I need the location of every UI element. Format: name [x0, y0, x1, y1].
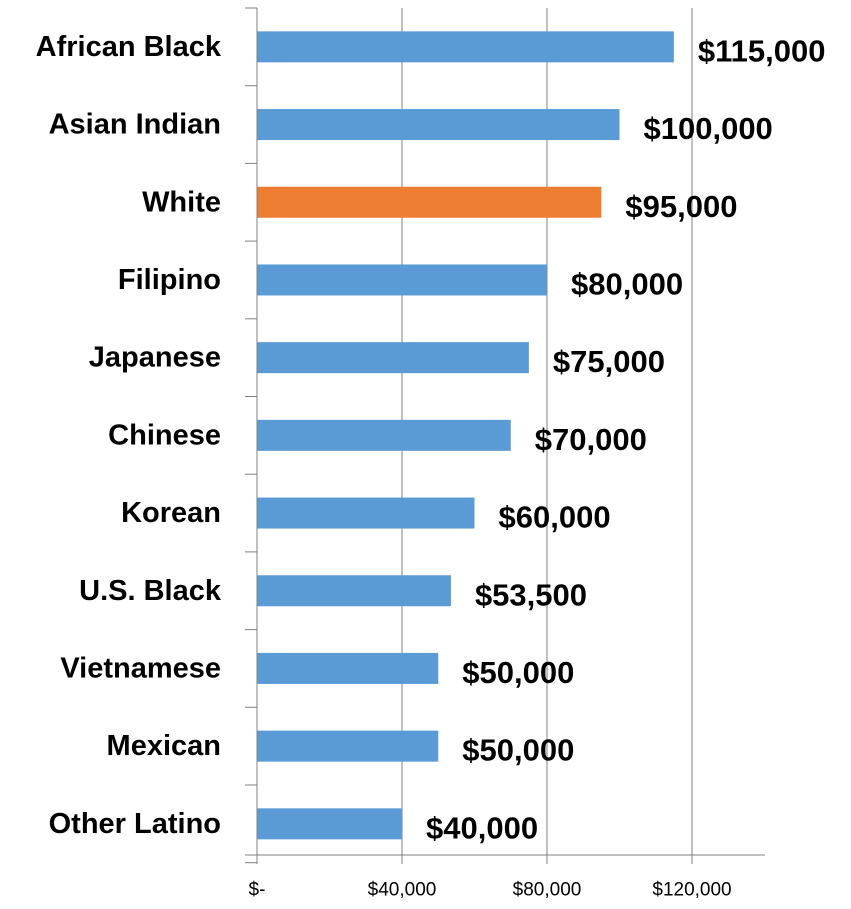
- data-label-6: $60,000: [499, 500, 611, 535]
- labels: African Black $115,000 Asian Indian $100,00…: [36, 31, 826, 845]
- bar-1: [257, 109, 620, 141]
- category-label-8: Vietnamese: [60, 652, 221, 684]
- bar-10: [257, 808, 402, 840]
- category-label-5: Chinese: [108, 419, 221, 451]
- bar-6: [257, 497, 475, 529]
- axes: $- $40,000 $80,000 $120,000: [245, 7, 765, 901]
- category-label-2: White: [142, 186, 221, 218]
- bar-7: [257, 575, 451, 607]
- bar-0: [257, 31, 674, 63]
- data-label-10: $40,000: [426, 810, 538, 845]
- category-label-3: Filipino: [118, 264, 221, 296]
- x-tick-label-1: $40,000: [368, 880, 437, 901]
- bar-4: [257, 342, 529, 374]
- data-label-9: $50,000: [462, 733, 574, 768]
- bar-2: [257, 186, 602, 218]
- bar-9: [257, 730, 439, 762]
- category-label-4: Japanese: [89, 342, 221, 374]
- data-label-0: $115,000: [698, 33, 826, 68]
- category-label-9: Mexican: [107, 730, 221, 762]
- data-label-5: $70,000: [535, 422, 647, 457]
- x-tick-label-2: $80,000: [513, 880, 582, 901]
- x-tick-label-0: $-: [249, 880, 266, 901]
- category-label-1: Asian Indian: [49, 109, 221, 141]
- category-label-7: U.S. Black: [79, 575, 222, 607]
- bars: [257, 31, 674, 840]
- category-label-10: Other Latino: [49, 808, 221, 840]
- x-tick-label-3: $120,000: [652, 880, 731, 901]
- bar-8: [257, 652, 439, 684]
- bar-3: [257, 264, 547, 296]
- category-label-6: Korean: [121, 497, 221, 529]
- data-label-2: $95,000: [625, 189, 737, 224]
- data-label-4: $75,000: [553, 344, 665, 379]
- data-label-3: $80,000: [571, 266, 683, 301]
- category-label-0: African Black: [36, 31, 222, 63]
- data-label-7: $53,500: [475, 577, 587, 612]
- data-label-1: $100,000: [644, 111, 773, 146]
- data-label-8: $50,000: [462, 655, 574, 690]
- bar-5: [257, 419, 511, 451]
